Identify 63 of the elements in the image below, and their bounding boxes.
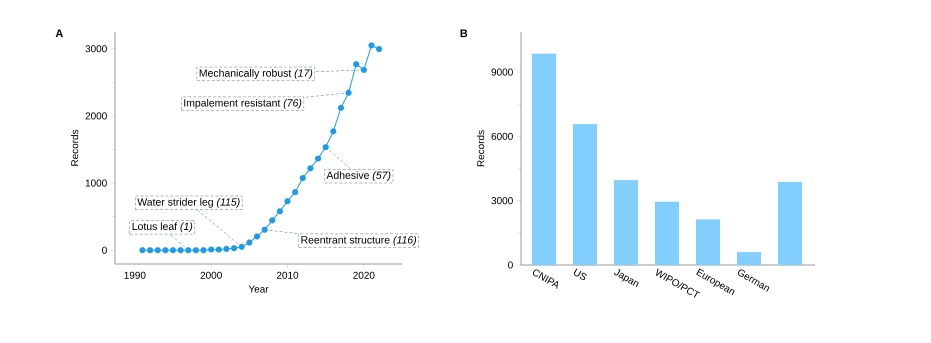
chart-title: A (56, 30, 64, 38)
point (192, 247, 200, 254)
bar (654, 202, 679, 265)
y-tick-label: 0 (508, 261, 513, 269)
point (300, 174, 306, 182)
x-tick-label: 2010 (276, 272, 298, 279)
point (200, 247, 207, 254)
bar (614, 180, 638, 265)
point (230, 245, 238, 252)
x-tick-label: 2000 (200, 272, 222, 279)
point (162, 247, 168, 254)
point (338, 104, 344, 111)
point (360, 66, 367, 74)
point (139, 247, 146, 254)
point (292, 189, 298, 196)
point (353, 61, 360, 68)
point (223, 246, 230, 252)
y-tick-label: 3000 (85, 45, 107, 52)
point (238, 244, 245, 250)
y-axis-title: Records (70, 130, 78, 166)
annotation: Impalement resistant (76) (184, 98, 302, 109)
bar (696, 219, 720, 265)
point (368, 42, 375, 49)
x-axis-title: Year (248, 286, 268, 293)
annotation: Reentrant structure (116) (301, 236, 416, 246)
annotation: Water strider leg (115) (137, 198, 240, 208)
point (284, 198, 291, 204)
y-tick-label: 0 (102, 246, 107, 254)
annotation: Mechanically robust (17) (200, 69, 312, 79)
y-axis-title: Records (476, 130, 484, 166)
y-tick-label: 3000 (491, 197, 513, 204)
bar (778, 182, 802, 265)
point (147, 247, 154, 254)
x-tick-label: 2020 (353, 272, 375, 279)
point (185, 247, 192, 254)
y-tick-label: 2000 (86, 112, 107, 120)
y-tick-label: 1000 (86, 180, 107, 187)
point (216, 246, 222, 253)
annotation: Adhesive (57) (326, 171, 390, 182)
point (345, 90, 352, 96)
point (170, 247, 176, 254)
point (208, 246, 214, 253)
x-tick-label: US (574, 268, 587, 280)
point (322, 144, 329, 150)
chart-title: B (460, 30, 468, 38)
point (330, 128, 336, 134)
point (276, 208, 283, 214)
bar (736, 252, 761, 265)
point (262, 226, 268, 233)
point (154, 247, 161, 254)
point (269, 217, 276, 224)
x-tick-label: 1990 (124, 272, 146, 279)
point (376, 46, 382, 52)
bar (572, 124, 597, 265)
point (314, 155, 322, 162)
annotation: Lotus leaf (1) (132, 222, 192, 232)
point (246, 239, 252, 246)
y-tick-label: 9000 (492, 68, 513, 76)
y-tick-label: 6000 (492, 132, 513, 140)
bar (532, 54, 556, 265)
point (178, 247, 184, 254)
point (307, 165, 314, 172)
point (254, 233, 260, 240)
